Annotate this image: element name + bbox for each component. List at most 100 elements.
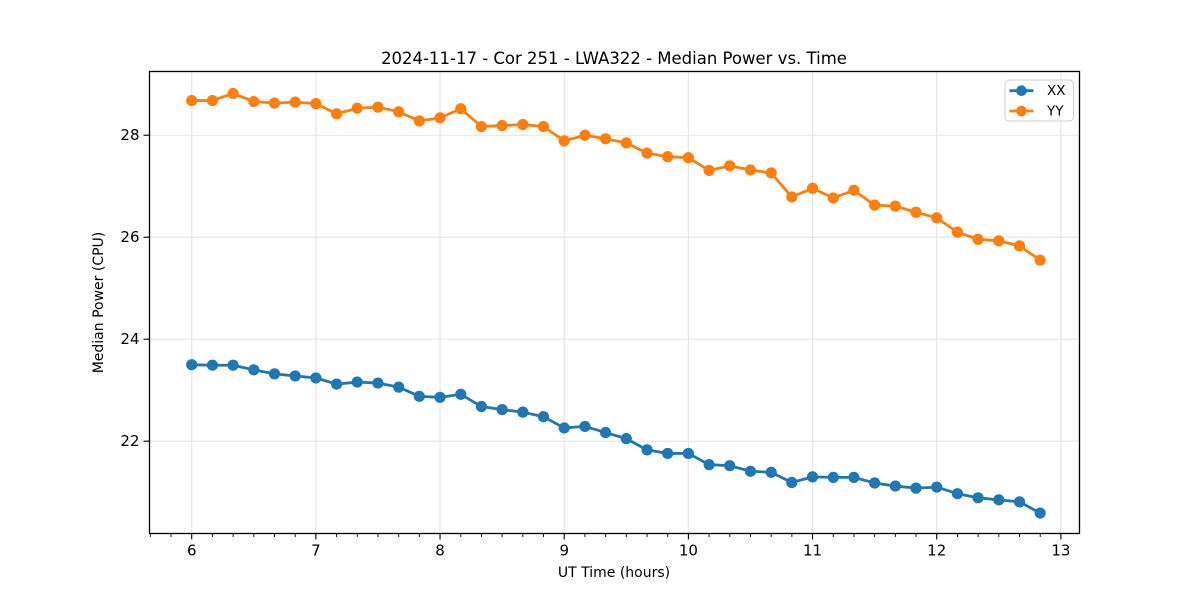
data-point xyxy=(434,112,446,124)
x-tick-label: 12 xyxy=(927,542,946,560)
legend: XX YY xyxy=(1004,79,1074,122)
data-point xyxy=(889,480,901,492)
data-point xyxy=(537,120,550,133)
data-point xyxy=(910,482,922,494)
series-YY-markers xyxy=(186,87,1046,266)
data-point xyxy=(455,103,467,115)
data-point xyxy=(931,481,943,493)
data-point xyxy=(703,164,715,177)
y-tick-label: 24 xyxy=(120,330,139,348)
data-point xyxy=(765,466,777,478)
x-tick-label: 7 xyxy=(311,542,321,560)
data-point xyxy=(744,465,757,477)
data-point xyxy=(682,447,694,460)
x-tick-label: 13 xyxy=(1051,542,1070,560)
data-point xyxy=(517,118,529,131)
data-point xyxy=(496,403,508,416)
data-point xyxy=(455,388,467,400)
y-tick-label: 26 xyxy=(120,228,139,246)
data-point xyxy=(786,191,798,203)
data-point xyxy=(227,87,239,100)
data-point xyxy=(889,200,901,212)
data-point xyxy=(744,164,757,176)
data-point xyxy=(724,160,736,172)
x-tick-label: 11 xyxy=(803,542,822,560)
data-point xyxy=(579,420,591,433)
data-point xyxy=(537,411,550,423)
data-point xyxy=(869,477,881,489)
data-point xyxy=(579,129,591,141)
data-point xyxy=(827,192,839,204)
data-point xyxy=(724,460,736,472)
data-point xyxy=(641,147,653,159)
data-point xyxy=(248,364,260,376)
data-point xyxy=(372,101,384,113)
data-point xyxy=(951,226,964,238)
data-point xyxy=(641,444,653,456)
legend-marker-xx-icon xyxy=(1016,85,1027,96)
chart-title: 2024-11-17 - Cor 251 - LWA322 - Median P… xyxy=(381,49,847,68)
data-point xyxy=(206,359,219,371)
data-point xyxy=(848,471,860,484)
data-point xyxy=(951,488,964,500)
data-point xyxy=(1013,240,1026,252)
data-point xyxy=(806,182,819,194)
data-point xyxy=(475,120,487,133)
data-point xyxy=(393,106,405,118)
data-point xyxy=(786,476,798,489)
data-point xyxy=(662,151,674,163)
series-XX-markers xyxy=(186,359,1046,519)
data-point xyxy=(848,184,860,196)
data-point xyxy=(434,391,446,403)
data-point xyxy=(186,94,198,107)
data-point xyxy=(517,406,529,418)
data-point xyxy=(682,152,694,164)
y-axis-label: Median Power (CPU) xyxy=(91,232,107,374)
data-point xyxy=(331,378,343,390)
data-point xyxy=(620,433,632,445)
data-point xyxy=(972,233,984,245)
data-point xyxy=(496,119,508,132)
data-point xyxy=(558,422,570,434)
data-point xyxy=(413,390,425,402)
data-point xyxy=(372,377,384,389)
data-series xyxy=(186,87,1046,519)
data-point xyxy=(351,376,363,388)
data-point xyxy=(703,459,715,471)
data-point xyxy=(475,400,487,413)
data-point xyxy=(765,167,777,179)
data-point xyxy=(1034,507,1046,519)
data-point xyxy=(248,95,260,108)
x-tick-label: 8 xyxy=(435,542,445,560)
data-point xyxy=(268,97,281,109)
data-point xyxy=(351,102,363,114)
data-point xyxy=(558,135,570,147)
data-point xyxy=(289,370,301,382)
plot-border xyxy=(148,70,1081,535)
data-point xyxy=(310,372,322,384)
data-point xyxy=(227,359,239,371)
data-point xyxy=(1013,496,1026,508)
data-point xyxy=(662,447,674,460)
data-point xyxy=(393,381,405,393)
data-point xyxy=(972,492,984,504)
legend-marker-yy-icon xyxy=(1016,105,1027,117)
x-tick-label: 10 xyxy=(679,542,698,560)
legend-label-xx: XX xyxy=(1047,83,1066,99)
data-point xyxy=(268,368,281,380)
data-point xyxy=(186,359,198,371)
axis-ticks xyxy=(143,134,1062,540)
data-point xyxy=(910,206,922,218)
data-point xyxy=(869,199,881,211)
data-point xyxy=(620,137,632,149)
gridlines xyxy=(149,71,1080,534)
data-point xyxy=(599,426,612,439)
x-axis-label: UT Time (hours) xyxy=(558,565,670,581)
data-point xyxy=(1034,254,1046,266)
legend-label-yy: YY xyxy=(1046,104,1064,120)
data-point xyxy=(993,494,1005,506)
tick-labels: 6 7 8 9 10 11 12 13 22 24 26 28 xyxy=(120,126,1070,559)
data-point xyxy=(806,471,819,483)
data-point xyxy=(931,212,943,224)
